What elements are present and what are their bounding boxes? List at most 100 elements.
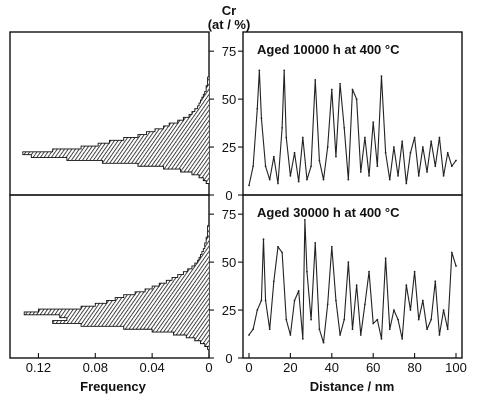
profile-point	[368, 174, 370, 177]
x-tick-label: 0	[245, 360, 252, 375]
profile-point	[438, 334, 441, 336]
histogram-bar	[173, 332, 209, 335]
profile-point	[310, 318, 312, 321]
histogram-bar	[177, 120, 209, 124]
profile-point	[359, 171, 362, 173]
profile-point	[393, 146, 395, 148]
histogram-bar	[207, 79, 209, 83]
profile-bottom-series	[248, 219, 457, 344]
concentration-profile-line	[248, 69, 457, 186]
histogram-bar	[81, 146, 209, 149]
profile-point	[434, 165, 437, 168]
histogram-bar	[191, 111, 209, 115]
profile-point	[455, 159, 457, 162]
histogram-bar	[123, 326, 209, 330]
profile-point	[401, 337, 404, 340]
profile-bottom-frame	[242, 194, 463, 359]
profile-point	[281, 251, 284, 254]
histogram-bar	[152, 286, 209, 289]
histogram-bar	[145, 288, 209, 292]
profile-point	[380, 75, 383, 78]
profile-point	[339, 334, 341, 336]
y-tick-label: 50	[222, 92, 236, 107]
histogram-bar	[201, 97, 209, 101]
histogram-bar	[163, 125, 209, 129]
histogram-bar	[31, 154, 209, 158]
profile-point	[397, 318, 399, 321]
profile-point	[413, 270, 416, 273]
profile-point	[347, 178, 350, 181]
histogram-bar	[200, 100, 209, 103]
histogram-bar	[200, 254, 209, 258]
histogram-bar	[191, 265, 209, 269]
profile-point	[330, 88, 333, 91]
x-tick-label: 80	[407, 360, 421, 375]
histogram-bar	[24, 311, 210, 315]
profile-point	[314, 242, 317, 244]
histogram-bar	[177, 274, 209, 278]
histogram-bar	[163, 166, 209, 170]
profile-point	[252, 328, 255, 331]
y-axis-title: Cr (at / %)	[208, 3, 251, 32]
histogram-outline	[22, 48, 210, 190]
y-axis-unit: (at / %)	[208, 17, 251, 32]
profile-point	[310, 165, 312, 168]
profile-point	[326, 146, 329, 148]
profile-point	[289, 174, 292, 177]
histogram-bar	[204, 245, 209, 249]
histogram-bar	[207, 77, 209, 80]
profile-point	[405, 284, 408, 287]
histogram-top-bars	[22, 48, 210, 190]
profile-point	[326, 303, 329, 306]
profile-point	[384, 151, 387, 154]
histogram-bar	[95, 303, 209, 307]
profile-point	[268, 328, 271, 331]
profile-point	[322, 341, 325, 344]
profile-point	[376, 165, 379, 168]
profile-point	[434, 280, 437, 283]
profile-point	[248, 184, 250, 187]
x-tick-label: 0	[205, 360, 212, 375]
profile-point	[384, 257, 387, 260]
profile-point	[455, 265, 457, 267]
histogram-top-panel	[9, 31, 210, 196]
histogram-bar	[201, 251, 209, 255]
profile-point	[438, 136, 441, 139]
profile-bottom-annotation: Aged 30000 h at 400 °C	[257, 205, 400, 220]
profile-point	[318, 328, 321, 331]
profile-point	[301, 337, 304, 340]
histogram-x-axis-title: Frequency	[80, 379, 147, 394]
profile-point	[256, 107, 259, 110]
histogram-bar	[52, 320, 209, 324]
profile-point	[388, 178, 391, 181]
histogram-bar	[81, 306, 209, 310]
y-tick-label: 50	[222, 255, 236, 270]
histogram-bar	[135, 291, 209, 295]
profile-point	[417, 318, 420, 321]
histogram-bar	[106, 300, 209, 304]
histogram-bar	[146, 131, 209, 135]
histogram-bar	[66, 317, 209, 321]
profile-point	[339, 82, 341, 85]
histogram-bar	[180, 169, 209, 172]
profile-top-annotation: Aged 10000 h at 400 °C	[257, 42, 400, 57]
profile-point	[285, 136, 288, 139]
profile-point	[430, 140, 433, 143]
concentration-profile-line	[248, 219, 457, 344]
profile-point	[401, 140, 404, 143]
profile-point	[409, 309, 412, 311]
x-tick-label: 0.12	[26, 360, 51, 375]
profile-point	[364, 303, 366, 306]
histogram-bar	[206, 240, 209, 243]
profile-point	[285, 318, 288, 321]
histogram-bar	[183, 117, 209, 121]
profile-point	[297, 180, 300, 183]
histogram-bar	[197, 105, 209, 109]
profile-point	[380, 337, 383, 340]
profile-point	[347, 261, 350, 264]
profile-point	[260, 299, 263, 302]
histogram-bar	[206, 85, 209, 89]
histogram-x-axis-ticks: 0.12 0.08 0.04 0	[26, 353, 213, 375]
profile-point	[262, 238, 265, 241]
